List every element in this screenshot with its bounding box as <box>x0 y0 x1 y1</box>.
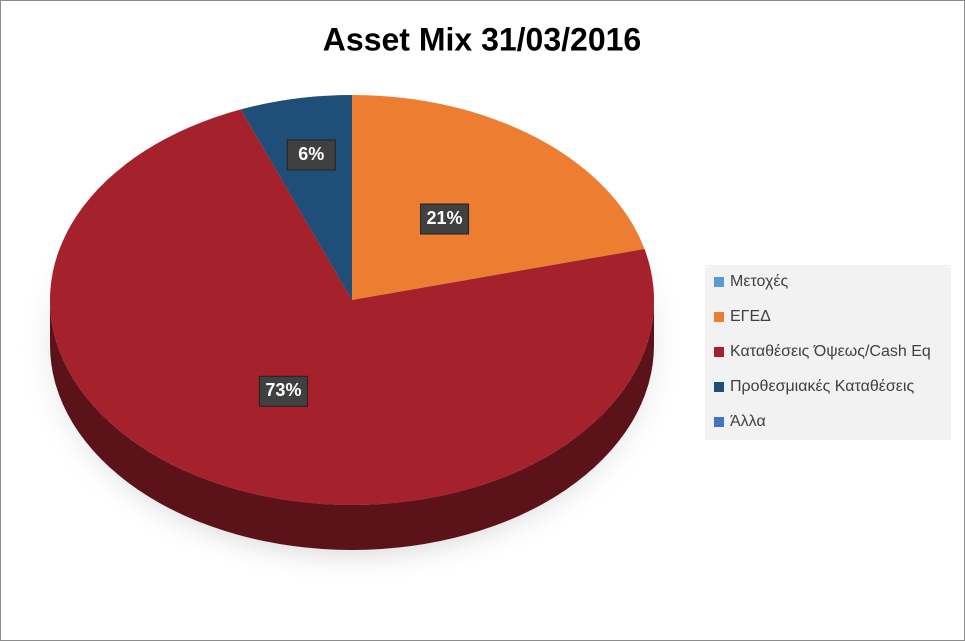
data-label: 21% <box>427 208 463 228</box>
data-label: 73% <box>265 380 301 400</box>
legend-swatch <box>714 347 724 357</box>
legend-label: Καταθέσεις Όψεως/Cash Eq <box>730 343 931 360</box>
pie: 21% 73% 6% <box>49 95 654 550</box>
legend-swatch <box>714 277 724 287</box>
data-label-box <box>420 203 470 235</box>
pie-slice <box>49 109 654 506</box>
legend-label: Άλλα <box>730 413 766 430</box>
legend-label: Προθεσμιακές Καταθέσεις <box>730 378 914 395</box>
legend-swatch <box>714 312 724 322</box>
legend-label: ΕΓΕΔ <box>730 308 771 325</box>
data-label-box <box>258 375 308 407</box>
legend-box <box>705 265 951 440</box>
data-label-box <box>286 139 336 171</box>
pie-side <box>50 300 654 550</box>
legend-swatch <box>714 382 724 392</box>
data-label: 6% <box>298 144 324 164</box>
legend-swatch <box>714 417 724 427</box>
legend-label: Μετοχές <box>730 273 789 290</box>
legend: Μετοχές ΕΓΕΔ Καταθέσεις Όψεως/Cash Eq Προθε… <box>714 273 931 430</box>
pie-slice <box>352 95 645 300</box>
chart-title: Asset Mix 31/03/2016 <box>323 21 641 57</box>
